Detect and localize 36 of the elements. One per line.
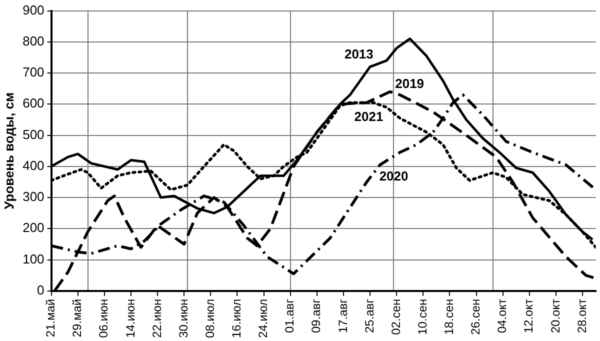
x-tick-label: 14.июн <box>123 298 138 338</box>
y-tick-label: 500 <box>22 126 44 142</box>
x-tick-label: 01.авг <box>282 298 297 333</box>
x-tick-label: 21.май <box>44 298 58 338</box>
x-tick-label: 26.сен <box>468 298 483 335</box>
series-label: 2020 <box>379 168 408 184</box>
x-tick-label: 22.июн <box>150 298 164 338</box>
x-tick-label: 12.окт <box>522 298 536 334</box>
x-tick-label: 29.май <box>70 298 84 338</box>
y-tick-label: 800 <box>22 34 44 48</box>
y-tick-label: 0 <box>37 282 44 298</box>
x-tick-label: 08.июл <box>202 298 217 338</box>
y-axis-title: Уровень воды, см <box>1 92 16 210</box>
y-tick-label: 300 <box>22 189 44 204</box>
x-tick-label: 04.окт <box>495 298 510 334</box>
y-tick-label: 400 <box>22 158 44 173</box>
y-tick-label: 600 <box>22 96 44 111</box>
x-tick-label: 24.июл <box>256 298 270 338</box>
series-label: 2013 <box>344 46 374 62</box>
y-tick-label: 100 <box>22 251 44 266</box>
x-tick-label: 09.авг <box>309 298 324 333</box>
series-label: 2019 <box>395 76 424 92</box>
x-tick-label: 02.сен <box>388 298 403 335</box>
x-tick-label: 25.авг <box>362 298 376 333</box>
series-label: 2021 <box>354 109 384 124</box>
y-tick-label: 700 <box>22 64 44 80</box>
x-tick-label: 20.окт <box>548 298 562 334</box>
x-tick-label: 06.июн <box>96 298 111 338</box>
y-tick-label: 200 <box>22 220 44 236</box>
x-tick-label: 18.сен <box>442 298 456 335</box>
x-tick-label: 10.сен <box>415 298 430 335</box>
x-tick-label: 28.окт <box>574 298 589 334</box>
x-tick-label: 30.июн <box>176 298 190 338</box>
y-tick-label: 900 <box>22 2 44 18</box>
x-tick-label: 17.авг <box>336 298 350 333</box>
x-tick-label: 16.июл <box>230 298 244 338</box>
